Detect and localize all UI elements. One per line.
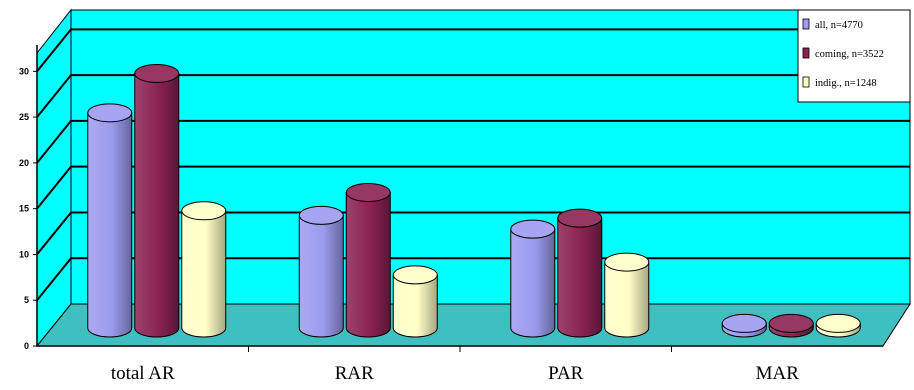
bar-top (768, 313, 814, 333)
bar-rar-series-2 (345, 182, 391, 338)
bar-top (345, 182, 391, 202)
y-tick-label: 10 (19, 249, 29, 259)
gridlines (36, 28, 910, 301)
bar-top (298, 205, 344, 225)
bar-total-ar-series-2 (134, 63, 180, 338)
x-category-labels: total AR RAR PAR MAR (111, 363, 799, 384)
legend-label-3: indig., n=1248 (815, 78, 877, 89)
bar-top (721, 313, 767, 333)
bar-top (134, 63, 180, 83)
bar-total-ar-series-3 (181, 201, 227, 338)
bar-top (557, 208, 603, 228)
y-tick-label: 15 (19, 204, 29, 214)
bar-top (87, 103, 133, 123)
bar-body (298, 214, 344, 338)
y-tick-label: 25 (19, 112, 29, 122)
bar-top (181, 201, 227, 221)
legend-label-1: all, n=4770 (815, 20, 863, 31)
bar-par-series-3 (604, 252, 650, 338)
legend-box (797, 9, 911, 103)
bar-mar-series-2 (768, 313, 814, 338)
bar-body (604, 261, 650, 338)
bar-rar-series-1 (298, 205, 344, 338)
gridline (36, 74, 910, 118)
gridline (36, 165, 910, 210)
bar-body (134, 72, 180, 338)
bar-par-series-1 (510, 219, 556, 338)
legend: all, n=4770 coming, n=3522 indig., n=1248 (797, 9, 911, 103)
axes (33, 45, 883, 352)
bar-body (557, 217, 603, 338)
bar-rar-series-3 (392, 265, 438, 338)
bar-top (392, 265, 438, 285)
x-category-label: PAR (548, 363, 584, 384)
legend-swatch-2 (802, 47, 810, 59)
x-category-label: total AR (111, 363, 175, 384)
legend-swatch-3 (802, 76, 810, 88)
bar-par-series-2 (557, 208, 603, 338)
bars (87, 63, 861, 338)
bar-top (510, 219, 556, 239)
legend-swatch-1 (802, 18, 810, 30)
x-category-label: MAR (756, 363, 800, 384)
bar-mar-series-1 (721, 313, 767, 338)
bar-total-ar-series-1 (87, 103, 133, 338)
y-tick-label: 0 (24, 341, 29, 351)
x-category-label: RAR (335, 363, 374, 384)
bar-mar-series-3 (815, 313, 861, 338)
gridline (36, 119, 910, 164)
bar-top (815, 313, 861, 333)
side-wall (36, 8, 72, 348)
bar-body (510, 228, 556, 338)
bar-top (604, 252, 650, 272)
y-tick-label: 5 (24, 295, 29, 305)
legend-label-2: coming, n=3522 (815, 49, 884, 60)
gridline (36, 211, 910, 256)
bar-body (87, 112, 133, 338)
bar-body (181, 210, 227, 338)
bar-body (392, 274, 438, 338)
bar-body (345, 191, 391, 338)
y-tick-label: 30 (19, 66, 29, 76)
gridline (36, 28, 910, 72)
y-tick-labels: 0 5 10 15 20 25 30 (19, 66, 29, 351)
y-tick-label: 20 (19, 158, 29, 168)
